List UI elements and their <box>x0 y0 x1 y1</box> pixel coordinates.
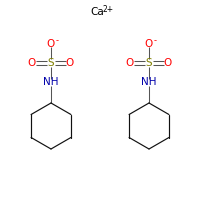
Text: O: O <box>66 58 74 68</box>
Text: O: O <box>144 39 153 49</box>
Text: O: O <box>164 58 172 68</box>
Text: 2+: 2+ <box>103 4 114 14</box>
Text: -: - <box>56 36 59 45</box>
Text: -: - <box>154 36 157 45</box>
Text: O: O <box>46 39 55 49</box>
Text: S: S <box>146 58 152 68</box>
Text: S: S <box>48 58 54 68</box>
Text: Ca: Ca <box>90 7 104 17</box>
Text: O: O <box>126 58 134 68</box>
Text: O: O <box>28 58 36 68</box>
Text: NH: NH <box>43 77 59 87</box>
Text: NH: NH <box>141 77 157 87</box>
